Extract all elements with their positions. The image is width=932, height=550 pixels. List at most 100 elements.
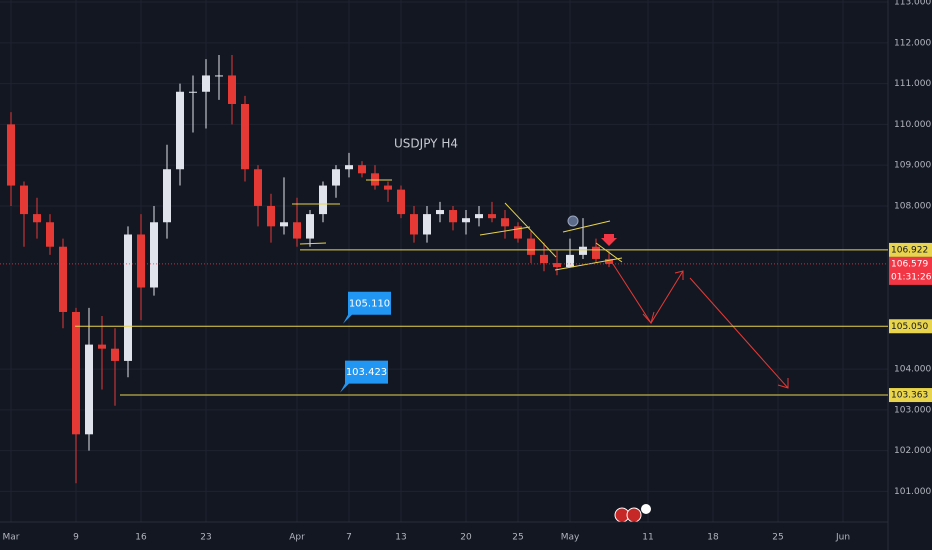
- y-tick-label: 110.000: [894, 120, 931, 130]
- x-tick-label: 7: [346, 533, 352, 543]
- candle-body: [46, 222, 54, 247]
- x-tick-label: May: [561, 533, 580, 543]
- candle-body: [514, 226, 522, 239]
- candle-body: [592, 246, 600, 259]
- y-tick-label: 108.000: [894, 201, 931, 211]
- candle-body: [540, 254, 548, 264]
- level-label-box: [889, 242, 932, 257]
- candle-body: [163, 169, 171, 223]
- candle-body: [228, 75, 236, 104]
- candle-body: [189, 91, 197, 93]
- candle-body: [449, 210, 457, 223]
- candle-body: [20, 185, 28, 215]
- candle-body: [33, 214, 41, 223]
- candle-body: [319, 185, 327, 215]
- x-tick-label: Jun: [835, 533, 850, 543]
- candle-body: [111, 348, 119, 361]
- candle-body: [306, 214, 314, 239]
- candle-body: [553, 263, 561, 268]
- candle-body: [475, 214, 483, 219]
- candle-body: [72, 311, 80, 435]
- callout-box: [343, 291, 391, 324]
- candle-body: [254, 169, 262, 206]
- candle-body: [358, 165, 366, 174]
- x-tick-label: 9: [73, 533, 79, 543]
- candle-body: [410, 214, 418, 235]
- x-tick-label: 25: [772, 533, 783, 543]
- trend-line: [595, 242, 623, 263]
- countdown: 01:31:26: [891, 272, 932, 282]
- candle-body: [267, 205, 275, 227]
- trend-line: [299, 242, 327, 245]
- y-tick-label: 102.000: [894, 446, 931, 456]
- x-tick-label: 13: [395, 533, 406, 543]
- trend-line: [504, 202, 557, 258]
- level-label-box: [889, 388, 932, 403]
- y-tick-label: 101.000: [894, 487, 931, 497]
- event-icon[interactable]: [626, 507, 642, 523]
- x-tick-label: 18: [707, 533, 719, 543]
- candle-body: [150, 222, 158, 288]
- candle-body: [293, 222, 301, 239]
- callout-box: [340, 360, 388, 393]
- candle-body: [436, 210, 444, 215]
- y-tick-label: 113.000: [894, 0, 931, 8]
- x-tick-label: 11: [642, 533, 653, 543]
- candle-body: [332, 169, 340, 186]
- y-tick-label: 112.000: [894, 38, 931, 48]
- candle-body: [345, 165, 353, 170]
- y-tick-label: 109.000: [894, 161, 931, 171]
- candle-body: [488, 214, 496, 219]
- candle-body: [202, 75, 210, 92]
- down-marker: [601, 234, 617, 246]
- candle-body: [462, 218, 470, 223]
- candle-body: [579, 246, 587, 255]
- x-tick-label: 16: [135, 533, 147, 543]
- x-tick-label: 25: [512, 533, 523, 543]
- candle-body: [59, 246, 67, 312]
- level-label: 103.363: [891, 391, 928, 401]
- candle-body: [566, 254, 574, 268]
- candle-body: [605, 258, 613, 264]
- drawings: [292, 179, 789, 523]
- candle-body: [85, 344, 93, 435]
- candle-body: [215, 75, 223, 77]
- callout-label: 103.423: [346, 367, 387, 378]
- trend-line: [479, 226, 531, 236]
- y-tick-label: 103.000: [894, 405, 931, 415]
- candle-body: [7, 124, 15, 186]
- candles: [7, 55, 613, 484]
- candle-body: [423, 214, 431, 235]
- level-label-box: [889, 319, 932, 334]
- trend-line: [562, 220, 611, 233]
- y-tick-label: 111.000: [894, 79, 931, 89]
- arrow-head: [642, 311, 655, 325]
- candle-body: [280, 222, 288, 227]
- event-icon[interactable]: [641, 504, 651, 514]
- x-tick-label: 23: [200, 533, 211, 543]
- grid: [0, 0, 888, 522]
- marker: [567, 215, 579, 227]
- candle-body: [124, 234, 132, 361]
- candle-body: [371, 173, 379, 186]
- candle-body: [384, 185, 392, 190]
- callout-label: 105.110: [349, 298, 390, 309]
- x-tick-label: Mar: [3, 533, 20, 543]
- x-tick-label: 20: [460, 533, 472, 543]
- candle-body: [527, 238, 535, 255]
- last-price-label: 106.579: [891, 259, 928, 269]
- projection-arrow: [689, 277, 789, 389]
- chart-title: USDJPY H4: [394, 137, 458, 151]
- candle-body: [98, 344, 106, 349]
- candle-body: [176, 91, 184, 170]
- level-label: 106.922: [891, 245, 928, 255]
- candle-body: [501, 218, 509, 227]
- candle-body: [137, 234, 145, 288]
- arrow-head: [674, 270, 684, 280]
- x-tick-label: Apr: [289, 533, 305, 543]
- level-label: 105.050: [891, 322, 928, 332]
- last-price-box: [889, 256, 932, 285]
- arrow-head: [777, 378, 789, 389]
